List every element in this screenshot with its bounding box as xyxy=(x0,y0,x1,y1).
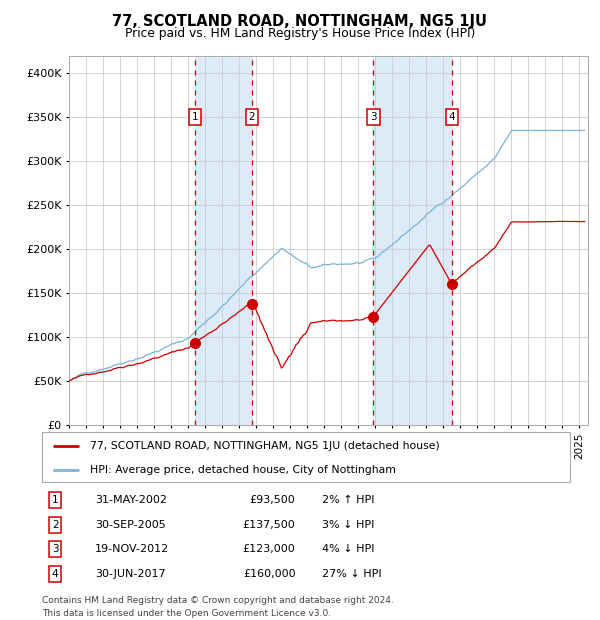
Text: 4: 4 xyxy=(52,569,59,578)
Text: Contains HM Land Registry data © Crown copyright and database right 2024.: Contains HM Land Registry data © Crown c… xyxy=(42,596,394,606)
Text: 30-SEP-2005: 30-SEP-2005 xyxy=(95,520,166,529)
Text: 3: 3 xyxy=(52,544,59,554)
Text: 77, SCOTLAND ROAD, NOTTINGHAM, NG5 1JU (detached house): 77, SCOTLAND ROAD, NOTTINGHAM, NG5 1JU (… xyxy=(89,441,439,451)
Text: 4: 4 xyxy=(449,112,455,122)
Text: This data is licensed under the Open Government Licence v3.0.: This data is licensed under the Open Gov… xyxy=(42,609,331,618)
Text: 2: 2 xyxy=(52,520,59,529)
Text: £137,500: £137,500 xyxy=(242,520,295,529)
FancyBboxPatch shape xyxy=(42,432,570,482)
Text: 3: 3 xyxy=(370,112,377,122)
Text: 2: 2 xyxy=(248,112,255,122)
Text: £93,500: £93,500 xyxy=(250,495,295,505)
Text: 3% ↓ HPI: 3% ↓ HPI xyxy=(322,520,374,529)
Text: 30-JUN-2017: 30-JUN-2017 xyxy=(95,569,166,578)
Text: £123,000: £123,000 xyxy=(242,544,295,554)
Text: 2% ↑ HPI: 2% ↑ HPI xyxy=(322,495,374,505)
Text: 4% ↓ HPI: 4% ↓ HPI xyxy=(322,544,374,554)
Text: 77, SCOTLAND ROAD, NOTTINGHAM, NG5 1JU: 77, SCOTLAND ROAD, NOTTINGHAM, NG5 1JU xyxy=(113,14,487,29)
Text: 19-NOV-2012: 19-NOV-2012 xyxy=(95,544,169,554)
Bar xyxy=(195,56,252,425)
Text: 1: 1 xyxy=(52,495,59,505)
Text: HPI: Average price, detached house, City of Nottingham: HPI: Average price, detached house, City… xyxy=(89,465,395,475)
Text: 27% ↓ HPI: 27% ↓ HPI xyxy=(322,569,382,578)
Text: £160,000: £160,000 xyxy=(243,569,295,578)
Text: 31-MAY-2002: 31-MAY-2002 xyxy=(95,495,167,505)
Bar xyxy=(373,56,452,425)
Text: Price paid vs. HM Land Registry's House Price Index (HPI): Price paid vs. HM Land Registry's House … xyxy=(125,27,475,40)
Text: 1: 1 xyxy=(192,112,199,122)
